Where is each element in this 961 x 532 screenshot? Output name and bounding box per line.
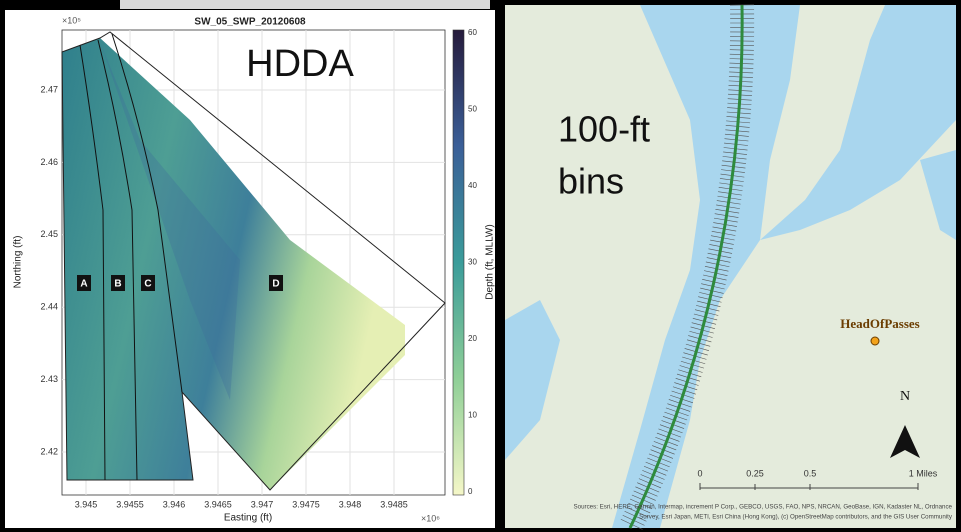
bins-label: bins [558, 161, 624, 202]
colorbar-tick-label: 30 [468, 258, 477, 267]
y-tick-label: 2.42 [40, 446, 58, 456]
hdda-label: HDDA [246, 43, 354, 85]
x-tick-label: 3.946 [163, 499, 186, 509]
colorbar [453, 30, 464, 495]
attribution: Sources: Esri, HERE, Garmin, Intermap, i… [574, 504, 953, 511]
zone-label: D [272, 279, 279, 290]
x-exponent: ×10⁶ [421, 513, 440, 523]
plot-title: SW_05_SWP_20120608 [194, 17, 306, 28]
x-tick-label: 3.9455 [116, 499, 144, 509]
map [505, 5, 956, 530]
top-strip [120, 0, 490, 9]
bins-label: 100-ft [558, 109, 650, 150]
north-label: N [900, 389, 910, 404]
x-tick-label: 3.9485 [380, 499, 408, 509]
y-tick-label: 2.45 [40, 229, 58, 239]
page: A B C D SW_05_SWP_20120608 ×10⁵ ×10⁶ Eastin… [0, 0, 961, 532]
x-tick-label: 3.947 [251, 499, 274, 509]
scale-label: 1 Miles [909, 468, 938, 478]
x-axis-label: Easting (ft) [224, 513, 272, 524]
colorbar-tick-label: 0 [468, 487, 473, 496]
scale-label: 0.25 [746, 468, 764, 478]
plot: A B C D [62, 30, 464, 495]
y-tick-label: 2.43 [40, 374, 58, 384]
colorbar-label: Depth (ft, MLLW) [485, 224, 496, 299]
zone-label: B [114, 279, 121, 290]
x-tick-label: 3.9465 [204, 499, 232, 509]
x-tick-label: 3.9475 [292, 499, 320, 509]
colorbar-tick-label: 50 [468, 105, 477, 114]
y-tick-label: 2.46 [40, 157, 58, 167]
x-tick-label: 3.945 [75, 499, 98, 509]
zone-label: C [144, 279, 151, 290]
zone-label: A [80, 279, 87, 290]
scale-label: 0 [697, 468, 702, 478]
y-tick-label: 2.44 [40, 302, 58, 312]
attribution: Survey, Esri Japan, METI, Esri China (Ho… [639, 514, 953, 521]
place-label: HeadOfPasses [840, 316, 919, 331]
y-tick-label: 2.47 [40, 84, 58, 94]
y-axis-label: Northing (ft) [13, 236, 24, 289]
colorbar-tick-label: 40 [468, 181, 477, 190]
colorbar-tick-label: 10 [468, 411, 477, 420]
colorbar-tick-label: 20 [468, 334, 477, 343]
colorbar-tick-label: 60 [468, 28, 477, 37]
place-marker [871, 337, 879, 345]
x-tick-label: 3.948 [339, 499, 362, 509]
scale-label: 0.5 [804, 468, 817, 478]
y-exponent: ×10⁵ [62, 15, 81, 25]
